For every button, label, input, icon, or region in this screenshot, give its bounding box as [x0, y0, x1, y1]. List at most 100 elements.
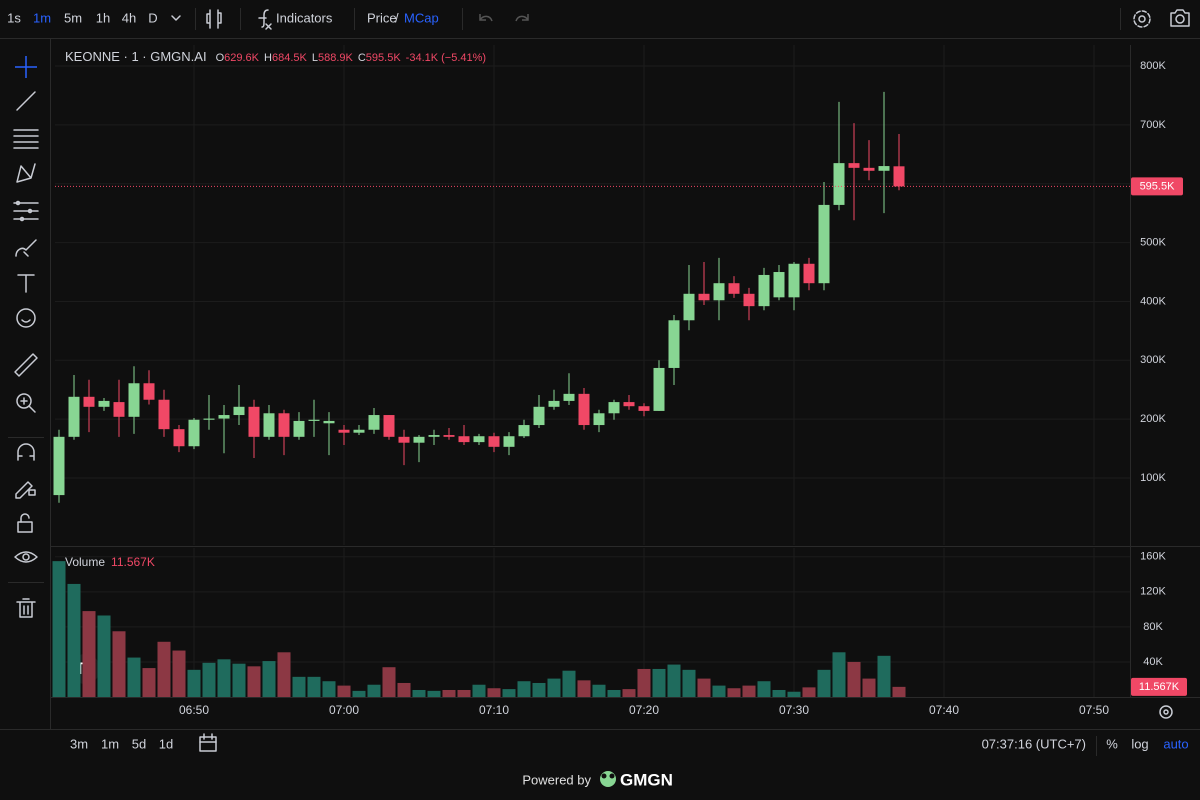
candle-body — [248, 406, 260, 437]
volume-bar — [577, 680, 591, 697]
interval-button[interactable]: 1h — [96, 10, 110, 25]
undo-button[interactable] — [479, 14, 493, 22]
interval-button[interactable]: 5m — [64, 10, 82, 25]
candle-body — [623, 402, 635, 407]
indicators-icon[interactable] — [258, 9, 272, 30]
tool-delete[interactable] — [16, 598, 36, 618]
range-button[interactable]: 5d — [132, 736, 146, 751]
y-tick-label: 100K — [1140, 472, 1166, 484]
range-button[interactable]: 1d — [159, 736, 173, 751]
volume-bar — [487, 688, 501, 697]
symbol-title: KEONNE · 1 · GMGN.AI — [65, 49, 207, 64]
candle-body — [503, 436, 515, 447]
interval-button[interactable]: 1m — [33, 10, 51, 25]
interval-button[interactable]: 1s — [7, 10, 21, 25]
volume-bar — [262, 661, 276, 697]
candle-body — [338, 429, 350, 433]
candle-body — [833, 163, 845, 205]
y-tick-label: 80K — [1143, 621, 1163, 633]
tool-measure[interactable] — [14, 353, 38, 377]
grid — [55, 45, 1130, 697]
volume-bar — [352, 690, 366, 697]
percent-toggle[interactable]: % — [1106, 736, 1118, 751]
candle-body — [473, 436, 485, 443]
candle-body — [593, 413, 605, 426]
mcap-toggle[interactable]: MCap — [404, 10, 439, 25]
candle-body — [263, 413, 275, 437]
change-value: -34.1K (−5.41%) — [406, 52, 486, 64]
redo-button[interactable] — [515, 14, 529, 22]
candle-body — [233, 406, 245, 416]
candle-body — [308, 419, 320, 421]
tool-prediction[interactable] — [13, 200, 39, 222]
volume-bar — [757, 681, 771, 697]
log-toggle[interactable]: log — [1131, 736, 1148, 751]
tool-zoom[interactable] — [16, 393, 36, 413]
volume-bar — [67, 583, 81, 697]
tool-lock[interactable] — [17, 513, 33, 533]
candle-body — [683, 293, 695, 321]
clock: 07:37:16 (UTC+7) — [982, 736, 1086, 751]
chart-type-button[interactable] — [206, 9, 222, 29]
price-toggle[interactable]: Price — [367, 10, 397, 25]
y-tick-label: 500K — [1140, 236, 1166, 248]
volume-bar — [877, 655, 891, 697]
volume-bar — [892, 686, 906, 697]
volume-bar — [427, 690, 441, 697]
volume-bar — [127, 657, 141, 697]
interval-button[interactable]: 4h — [122, 10, 136, 25]
x-tick-label: 07:00 — [329, 703, 359, 717]
volume-bar — [457, 689, 471, 697]
volume-bar — [742, 685, 756, 697]
candle-body — [383, 415, 395, 437]
volume-bar — [472, 684, 486, 697]
last-price-label: 595.5K — [1140, 180, 1176, 192]
tool-pattern[interactable] — [16, 163, 36, 183]
volume-bar — [157, 641, 171, 697]
volume-bar — [337, 685, 351, 697]
y-tick-label: 300K — [1140, 354, 1166, 366]
tool-text[interactable] — [17, 274, 35, 293]
interval-dropdown[interactable] — [171, 15, 181, 21]
indicators-button[interactable]: Indicators — [276, 10, 333, 25]
tool-fib[interactable] — [13, 129, 39, 149]
y-tick-label: 400K — [1140, 295, 1166, 307]
x-tick-label: 07:40 — [929, 703, 959, 717]
candle-body — [668, 320, 680, 368]
x-tick-label: 07:50 — [1079, 703, 1109, 717]
range-button[interactable]: 1m — [101, 736, 119, 751]
tool-visibility[interactable] — [14, 551, 38, 563]
auto-toggle[interactable]: auto — [1163, 736, 1188, 751]
candle-body — [293, 420, 305, 437]
y-tick-label: 800K — [1140, 60, 1166, 72]
candle-body — [548, 400, 560, 407]
volume-bar — [442, 689, 456, 697]
tool-magnet[interactable] — [17, 443, 35, 461]
tool-brush[interactable] — [15, 239, 37, 257]
volume-bar — [112, 631, 126, 697]
volume-bar — [247, 666, 261, 697]
range-button[interactable]: 3m — [70, 736, 88, 751]
time-axis-settings[interactable] — [1159, 705, 1173, 719]
candle-body — [893, 166, 905, 187]
tool-lock-drawing[interactable] — [15, 481, 36, 499]
screenshot-button[interactable] — [1170, 9, 1190, 27]
candle-body — [458, 436, 470, 443]
candle-body — [788, 263, 800, 298]
candle-body — [698, 293, 710, 301]
volume-bar — [697, 678, 711, 697]
interval-button[interactable]: D — [148, 10, 157, 25]
volume-bar — [277, 652, 291, 697]
volume-bar — [502, 689, 516, 697]
candle-body — [638, 406, 650, 411]
candle-body — [428, 435, 440, 437]
tool-crosshair[interactable] — [15, 56, 37, 78]
volume-bar — [97, 615, 111, 697]
settings-button[interactable] — [1133, 10, 1151, 28]
tool-emoji[interactable] — [16, 308, 36, 328]
tool-trend-line[interactable] — [16, 91, 36, 111]
candle-body — [848, 163, 860, 168]
date-range-button[interactable] — [199, 733, 217, 752]
candle-body — [863, 167, 875, 171]
